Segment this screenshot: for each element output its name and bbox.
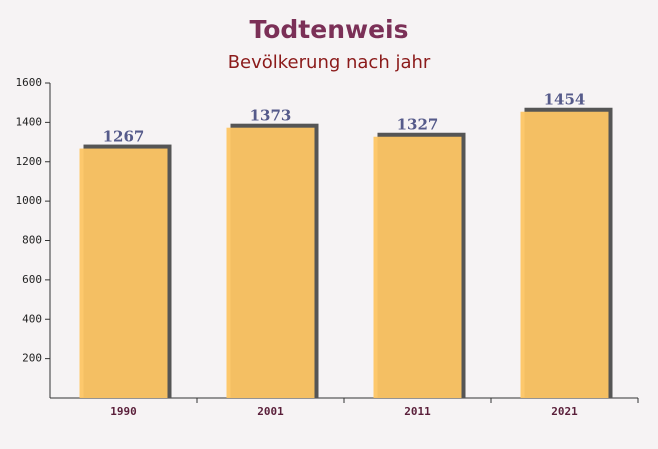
bar [226,127,315,399]
y-tick-label: 1600 [16,76,43,89]
x-tick-label: 2011 [404,405,431,418]
chart-subtitle: Bevölkerung nach jahr [228,52,431,73]
value-label: 1454 [544,91,586,109]
y-tick-label: 200 [22,352,42,365]
y-tick-label: 1400 [16,115,43,128]
y-tick-label: 1000 [16,194,43,207]
y-tick-label: 800 [22,234,42,247]
y-tick-label: 600 [22,273,42,286]
y-tick-label: 1200 [16,155,43,168]
bar [520,111,609,399]
x-tick-label: 2021 [551,405,578,418]
bar [373,136,462,398]
y-tick-label: 400 [22,312,42,325]
x-tick-label: 2001 [257,405,284,418]
bar [79,148,168,398]
value-label: 1267 [103,128,145,146]
value-label: 1327 [397,116,439,134]
chart-title: Todtenweis [249,15,408,44]
x-tick-label: 1990 [110,405,137,418]
value-label: 1373 [250,107,292,125]
